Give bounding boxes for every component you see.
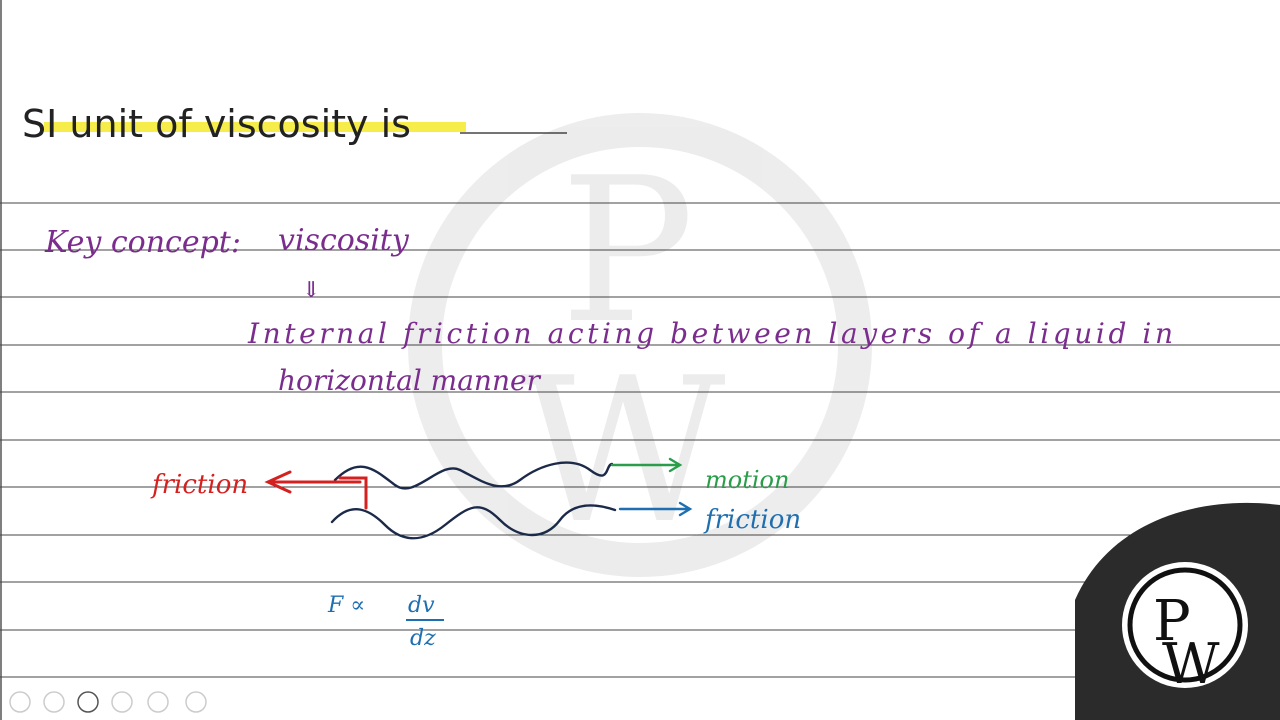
highlight [44,122,466,132]
logo-letter: W [1162,632,1220,697]
formula-denominator: dz [410,626,436,651]
left-label: friction [150,470,248,500]
next-button[interactable] [43,691,65,713]
pages-button[interactable] [111,691,133,713]
definition-line: horizontal manner [278,364,542,397]
top-label: motion [705,466,789,494]
question: SI unit of viscosity is [22,102,411,146]
logo: P W [1075,502,1280,720]
more-button[interactable] [185,691,207,713]
pen-button[interactable] [77,691,99,713]
ruled-lines [0,202,1280,678]
key-label: Key concept: [44,225,241,260]
zoom-button[interactable] [147,691,169,713]
diagram [264,457,693,540]
logo-letter: P [1153,589,1191,654]
prev-button[interactable] [9,691,31,713]
toolbar [9,691,207,713]
svg-text:P: P [560,135,695,368]
svg-text:W: W [520,335,726,568]
formula-numerator: dv [408,593,435,618]
bottom-label: friction [703,505,801,535]
key-term: viscosity [278,223,410,258]
formula-lhs: F ∝ [327,593,365,618]
down-arrow: ⇓ [302,278,320,303]
